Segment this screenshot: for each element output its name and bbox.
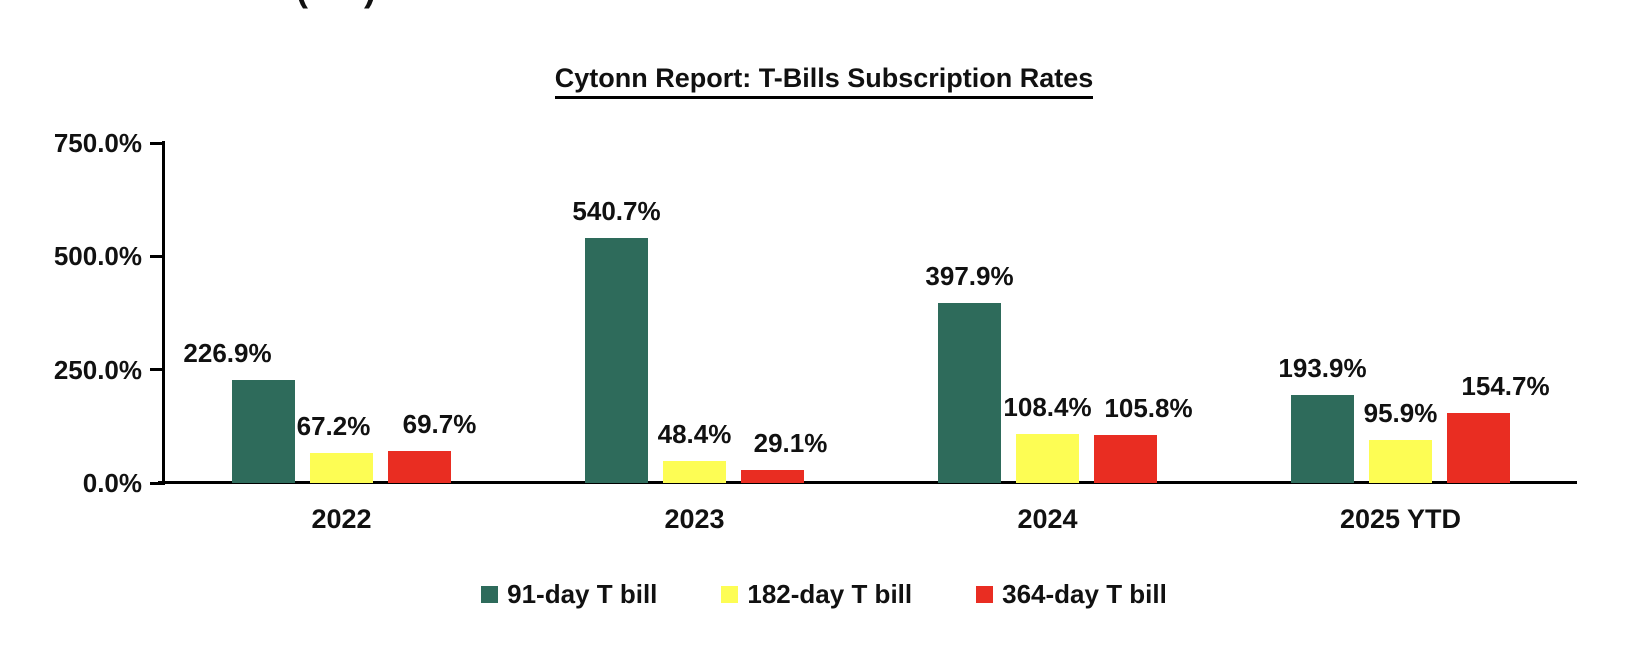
y-axis-tick-label: 0.0% <box>82 468 142 498</box>
bar <box>388 451 451 483</box>
chart-title: Cytonn Report: T-Bills Subscription Rate… <box>0 62 1648 99</box>
bar <box>663 461 726 483</box>
bar-value-label: 48.4% <box>657 419 732 450</box>
y-axis-line <box>162 141 165 484</box>
legend: 91-day T bill 182-day T bill 364-day T bil… <box>0 579 1648 609</box>
y-axis-tick <box>150 141 165 145</box>
bar-value-label: 540.7% <box>572 195 661 226</box>
legend-swatch-icon <box>721 585 739 603</box>
bar-value-label: 67.2% <box>296 410 371 441</box>
y-axis-tick-label: 500.0% <box>53 241 142 272</box>
legend-label: 182-day T bill <box>747 579 913 609</box>
x-axis-category-label: 2023 <box>664 504 725 534</box>
legend-swatch-icon <box>976 585 994 603</box>
legend-label: 364-day T bill <box>1002 579 1167 609</box>
bar <box>232 380 295 483</box>
legend-label: 91-day T bill <box>507 579 658 609</box>
x-axis-category-label: 2022 <box>311 504 372 534</box>
bar-value-label: 69.7% <box>402 409 477 440</box>
bar <box>1369 439 1432 483</box>
x-axis-line <box>158 481 1577 484</box>
cropped-text-fragment: ( ) <box>296 0 436 9</box>
bar <box>741 469 804 483</box>
bar-value-label: 29.1% <box>753 427 828 458</box>
cropped-text: ( ) <box>296 0 376 7</box>
bar-value-label: 105.8% <box>1104 393 1193 424</box>
bar-value-label: 193.9% <box>1278 353 1367 384</box>
y-axis-tick <box>150 368 165 372</box>
chart-title-text: Cytonn Report: T-Bills Subscription Rate… <box>554 62 1094 99</box>
bar-value-label: 397.9% <box>925 260 1014 291</box>
bar-value-label: 154.7% <box>1461 370 1550 401</box>
bar <box>1094 435 1157 483</box>
legend-item: 91-day T bill <box>481 579 657 609</box>
y-axis-tick-label: 750.0% <box>53 128 142 158</box>
bar <box>1447 412 1510 483</box>
bar <box>938 302 1001 483</box>
legend-item: 364-day T bill <box>976 579 1167 609</box>
bar <box>585 237 648 483</box>
y-axis-tick <box>150 254 165 258</box>
bar <box>310 452 373 483</box>
bar <box>1291 395 1354 483</box>
y-axis-tick <box>150 481 165 485</box>
bar-value-label: 95.9% <box>1363 397 1438 428</box>
legend-swatch-icon <box>481 585 499 603</box>
bar-value-label: 226.9% <box>183 338 272 369</box>
x-axis-category-label: 2025 YTD <box>1339 504 1462 534</box>
y-axis-tick-label: 250.0% <box>53 354 142 385</box>
bar-value-label: 108.4% <box>1003 391 1092 422</box>
x-axis-category-label: 2024 <box>1017 504 1078 534</box>
legend-item: 182-day T bill <box>721 579 912 609</box>
bar <box>1016 433 1079 483</box>
